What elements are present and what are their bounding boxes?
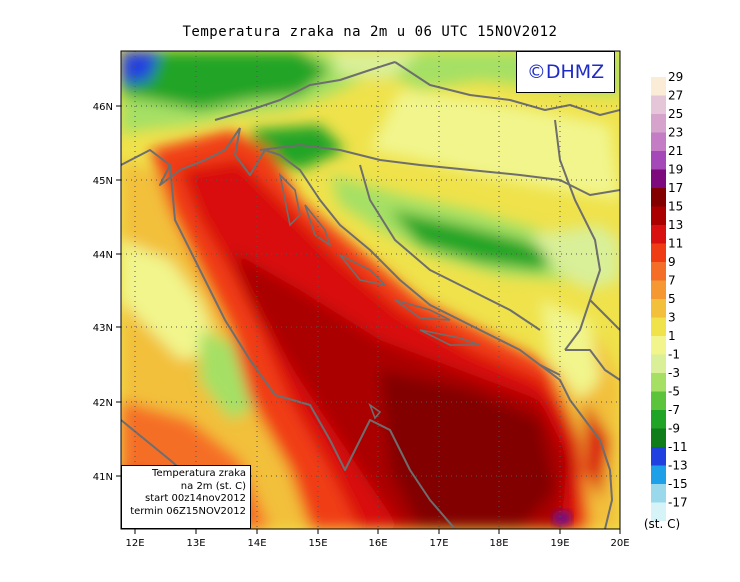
legend-swatch (651, 280, 666, 299)
lat-label: 46N (93, 102, 113, 113)
lon-label: 12E (125, 538, 144, 549)
legend-label: 5 (668, 292, 676, 306)
legend-swatch (651, 465, 666, 484)
dhmz-logo: ©DHMZ (516, 51, 615, 93)
legend-label: 9 (668, 255, 676, 269)
legend-label: -13 (668, 459, 688, 473)
longitude-labels: 12E 13E 14E 15E 16E 17E 18E 19E 20E (125, 538, 629, 549)
legend-label: -1 (668, 348, 680, 362)
legend-label: 27 (668, 89, 683, 103)
lat-label: 44N (93, 250, 113, 261)
color-legend: 29 27 25 23 21 19 17 15 13 11 9 7 5 3 1 -1 -3 -5 -7 -9 -11 -1… (651, 70, 688, 521)
grid-lines (121, 51, 620, 529)
legend-swatch (651, 336, 666, 355)
legend-label: 19 (668, 163, 683, 177)
lat-label: 43N (93, 323, 113, 334)
axis-ticks (116, 105, 621, 534)
legend-label: 11 (668, 237, 683, 251)
legend-label: -11 (668, 440, 688, 454)
legend-swatch (651, 410, 666, 429)
info-line: Temperatura zraka (152, 468, 246, 479)
legend-label: 7 (668, 274, 676, 288)
legend-swatch (651, 188, 666, 207)
legend-swatch (651, 484, 666, 503)
legend-label: 25 (668, 107, 683, 121)
lon-label: 17E (429, 538, 448, 549)
legend-label: -15 (668, 477, 688, 491)
legend-swatch (651, 95, 666, 114)
legend-label: 21 (668, 144, 683, 158)
legend-label: -5 (668, 385, 680, 399)
map-frame (120, 50, 621, 530)
lon-label: 15E (308, 538, 327, 549)
island-outlines (278, 172, 481, 420)
legend-swatch (651, 317, 666, 336)
legend-swatch (651, 373, 666, 392)
legend-label: 1 (668, 329, 676, 343)
info-line: start 00z14nov2012 (145, 493, 246, 504)
lon-label: 16E (368, 538, 387, 549)
lon-label: 19E (550, 538, 569, 549)
legend-swatch (651, 447, 666, 466)
legend-label: 3 (668, 311, 676, 325)
legend-swatch (651, 169, 666, 188)
legend-swatch (651, 77, 666, 96)
legend-swatch (651, 391, 666, 410)
lat-label: 42N (93, 398, 113, 409)
legend-swatch (651, 299, 666, 318)
legend-swatch (651, 114, 666, 133)
legend-label: 13 (668, 218, 683, 232)
lon-label: 18E (489, 538, 508, 549)
lon-label: 14E (247, 538, 266, 549)
latitude-labels: 46N 45N 44N 43N 42N 41N (93, 102, 113, 483)
legend-swatch (651, 225, 666, 244)
temperature-field (121, 51, 620, 529)
info-line: termin 06Z15NOV2012 (130, 505, 246, 517)
legend-label: 15 (668, 200, 683, 214)
legend-swatch (651, 206, 666, 225)
legend-label: -3 (668, 366, 680, 380)
legend-swatch (651, 262, 666, 281)
legend-label: 17 (668, 181, 683, 195)
legend-label: 29 (668, 70, 683, 84)
legend-unit: (st. C) (644, 517, 680, 531)
legend-swatch (651, 502, 666, 521)
legend-swatch (651, 243, 666, 262)
legend-label: -7 (668, 403, 680, 417)
legend-swatch (651, 354, 666, 373)
info-line: na 2m (st. C) (180, 480, 246, 492)
legend-swatch (651, 132, 666, 151)
map-title: Temperatura zraka na 2m u 06 UTC 15NOV20… (182, 24, 558, 40)
lat-label: 41N (93, 472, 113, 483)
legend-label: -17 (668, 496, 688, 510)
info-box: Temperatura zraka na 2m (st. C) start 00… (121, 465, 251, 529)
lat-label: 45N (93, 176, 113, 187)
lon-label: 20E (610, 538, 629, 549)
legend-swatch (651, 151, 666, 170)
lon-label: 13E (186, 538, 205, 549)
legend-swatch (651, 428, 666, 447)
legend-label: -9 (668, 422, 680, 436)
legend-label: 23 (668, 126, 683, 140)
